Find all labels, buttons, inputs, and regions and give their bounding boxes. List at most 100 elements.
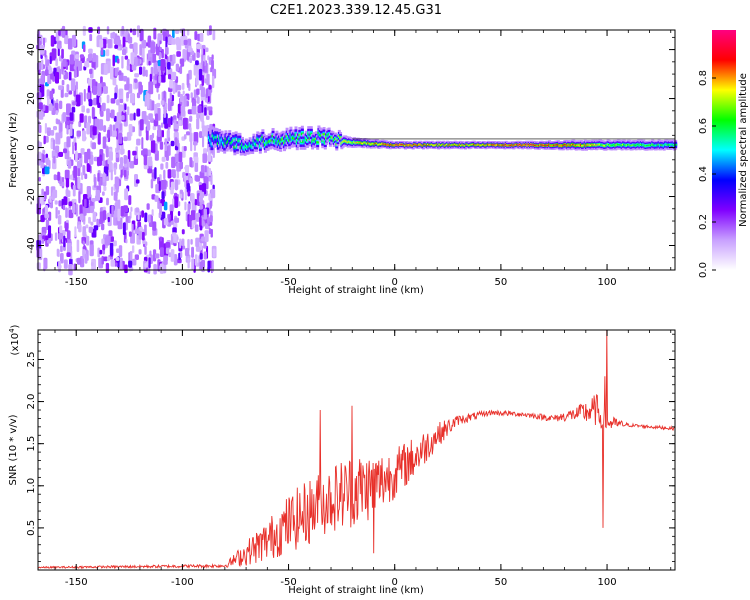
- spectrogram-cell: [195, 175, 201, 182]
- spectrogram-cell: [135, 207, 140, 213]
- spectrogram-cell: [112, 54, 115, 67]
- spectrogram-cell: [170, 181, 175, 189]
- spectrogram-cell: [63, 259, 68, 269]
- spectrogram-cell: [86, 163, 91, 173]
- spectrogram-cell: [68, 201, 73, 207]
- spectrogram-cell: [193, 156, 199, 163]
- spectrogram-cell: [210, 228, 213, 238]
- spectrogram-cell: [41, 226, 47, 234]
- spectrogram-cell: [56, 119, 61, 125]
- colorbar-ticks: 0.0 0.2 0.4 0.6 0.8: [698, 70, 716, 278]
- spectrogram-cell: [160, 179, 165, 191]
- spectrogram-cell: [92, 211, 97, 223]
- colorbar-label: Normalized spectral amplitude: [738, 73, 749, 227]
- spectrogram-cell: [118, 149, 121, 155]
- spectrogram-cell: [173, 119, 177, 128]
- spectrogram-cell: [113, 210, 118, 218]
- spectrogram-cell: [136, 92, 141, 99]
- spectrogram-cells: [36, 25, 678, 276]
- spectrogram-cell: [190, 238, 193, 245]
- spectrogram-cell: [110, 169, 113, 181]
- spectrogram-cell: [148, 257, 151, 269]
- spectrogram-cell: [86, 148, 91, 160]
- x-tick-label: 50: [495, 577, 508, 588]
- spectrogram-cell: [165, 36, 168, 50]
- spectrogram-cell: [65, 120, 70, 125]
- spectrogram-cell: [189, 58, 193, 64]
- y-tick-label: -20: [26, 188, 37, 204]
- spectrogram-cell: [52, 126, 58, 131]
- spectrogram-cell: [47, 211, 52, 221]
- spectrogram-cell: [134, 73, 140, 78]
- spectrogram-cell: [161, 130, 164, 138]
- spectrogram-cell: [66, 84, 70, 93]
- spectrogram-cell: [171, 169, 176, 178]
- spectrogram-cell: [55, 132, 61, 145]
- spectrogram-cell: [179, 238, 182, 249]
- spectrogram-cell: [110, 259, 116, 267]
- spectrogram-cell: [40, 162, 44, 169]
- spectrogram-cell: [196, 96, 200, 104]
- spectrogram-cell: [66, 252, 71, 258]
- spectrogram-cell: [176, 51, 181, 57]
- spectrogram-cell: [54, 232, 58, 241]
- x-tick-label: -50: [280, 277, 296, 288]
- spectrogram-cell: [76, 130, 81, 137]
- spectrogram-cell: [43, 266, 46, 272]
- y-tick-label: 20: [26, 92, 37, 105]
- spectrogram-cell: [66, 136, 71, 148]
- spectrogram-cell: [44, 69, 50, 76]
- spectrogram-cell: [205, 115, 210, 121]
- spectrogram-cell: [97, 247, 101, 258]
- spectrogram-cell: [129, 160, 135, 169]
- spectrogram-cell: [99, 96, 102, 104]
- spectrogram-cell: [127, 33, 131, 41]
- spectrogram-cell: [63, 196, 68, 206]
- spectrogram-cell: [120, 205, 124, 217]
- spectrogram-cell: [118, 245, 123, 258]
- x-tick-label: -100: [171, 277, 194, 288]
- spectrogram-cell: [62, 112, 67, 122]
- spectrogram-cell: [75, 94, 81, 107]
- spectrogram-cell: [158, 75, 162, 84]
- spectrogram-cell: [123, 75, 128, 82]
- spectrogram-cell: [204, 47, 209, 53]
- spectrogram-cell: [80, 148, 85, 155]
- spectrogram-cell: [106, 212, 111, 218]
- spectrogram-cell: [164, 123, 169, 129]
- spectrogram-cell: [118, 132, 123, 144]
- spectrogram-cell: [212, 248, 216, 258]
- spectrogram-cell: [206, 166, 209, 177]
- spectrogram-cell: [97, 83, 102, 97]
- spectrogram-cell: [75, 81, 78, 90]
- spectrogram-cell: [73, 263, 77, 271]
- spectrogram-cell: [168, 214, 171, 221]
- spectrogram-cell: [135, 146, 138, 160]
- spectrogram-cell: [158, 180, 161, 192]
- spectrogram-cell: [187, 239, 190, 251]
- spectrogram-cell: [172, 227, 177, 234]
- spectrogram-cell: [207, 154, 212, 162]
- spectrogram-cell: [129, 251, 133, 262]
- spectrogram-cell: [168, 74, 172, 80]
- spectrogram-cell: [126, 131, 132, 141]
- spectrogram-cell: [163, 255, 168, 265]
- spectrogram-cell: [100, 110, 104, 117]
- spectrogram-cell: [82, 205, 87, 216]
- spectrogram-cell: [151, 132, 155, 139]
- spectrogram-cell: [124, 84, 130, 91]
- spectrogram-cell: [86, 122, 91, 135]
- spectrogram-cell: [109, 161, 112, 171]
- spectrogram-cell: [91, 197, 96, 202]
- spectrogram-cell: [187, 257, 190, 269]
- spectrogram-cell: [103, 63, 108, 75]
- spectrogram-cell: [171, 71, 177, 81]
- spectrogram-cell: [99, 249, 103, 255]
- spectrogram-cell: [156, 102, 161, 108]
- spectrogram-cell: [59, 253, 64, 264]
- spectrogram-cell: [200, 165, 205, 173]
- spectrogram-x-ticks: -150 -100 -50 0 50 100: [54, 30, 672, 288]
- spectrogram-cell: [183, 39, 188, 46]
- spectrogram-cell: [92, 126, 97, 136]
- spectrogram-cell: [110, 66, 115, 80]
